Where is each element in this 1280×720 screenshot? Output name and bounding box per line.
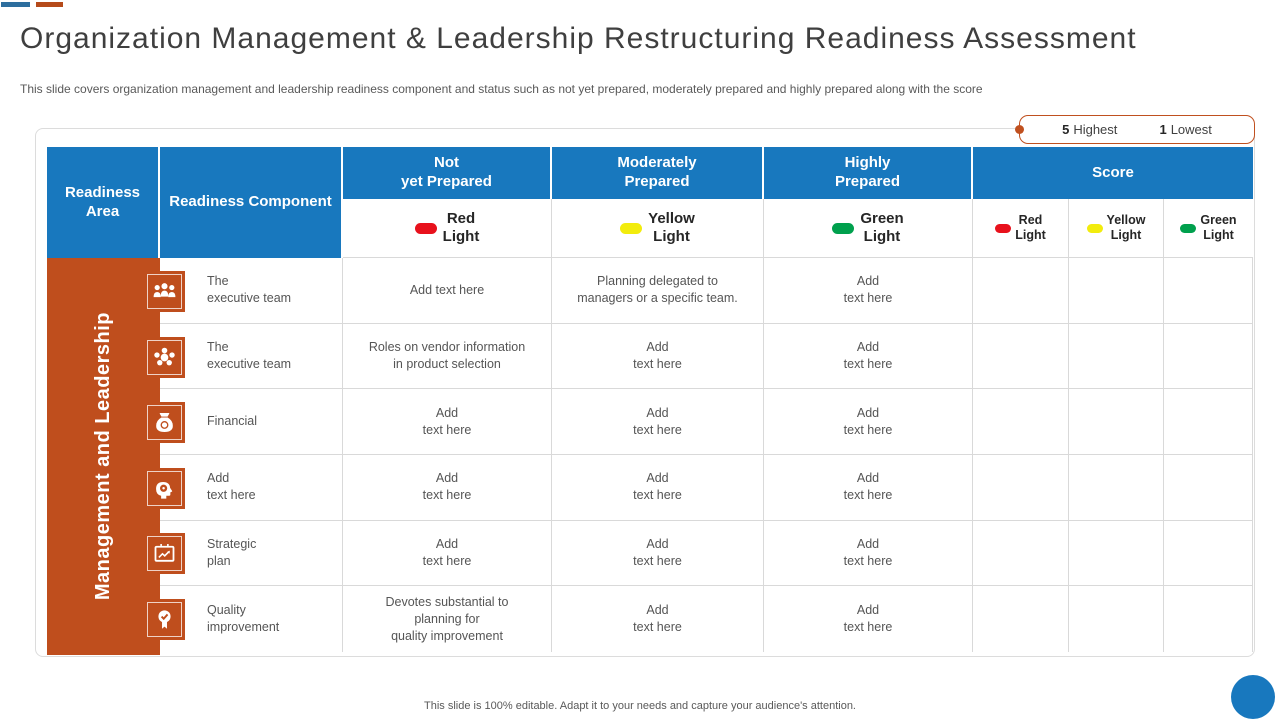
red-light-label: Red Light [442,210,480,245]
icon-frame [147,273,182,309]
not-yet-cell: Add text here [343,454,552,521]
moderately-cell: Add text here [552,586,764,652]
icon-frame [147,405,182,441]
subheader-score-green-light: Green Light [1164,199,1253,258]
not-yet-cell: Roles on vendor information in product s… [343,323,552,390]
highly-cell: Add text here [764,389,973,455]
money-bag-icon [144,402,185,444]
moderately-cell: Add text here [552,454,764,521]
score-yellow-cell [1069,454,1164,521]
legend-high-value: 5 [1062,122,1070,137]
highly-cell: Add text here [764,454,973,521]
score-green-cell [1164,586,1253,652]
icon-frame [147,602,182,637]
red-light-icon [995,223,1012,233]
score-red-cell [973,586,1069,652]
icon-frame [147,339,182,375]
table-body: Management and Leadership The executive … [47,258,1253,655]
yellow-light-label: Yellow Light [648,210,695,245]
score-legend: 5 Highest 1 Lowest [1015,115,1255,144]
green-light-icon [832,222,855,234]
strategy-board-icon [144,533,185,575]
score-red-light-label: Red Light [1015,213,1046,242]
highly-cell: Add text here [764,520,973,587]
green-light-label: Green Light [860,210,904,245]
score-green-cell [1164,323,1253,390]
table-header: Readiness Area Readiness Component Not y… [47,147,1253,258]
mind-gear-icon [144,467,185,509]
header-readiness-component: Readiness Component [160,147,343,258]
yellow-light-icon [620,222,643,234]
collaboration-icon [144,336,185,378]
subheader-red-light: Red Light [343,199,552,258]
not-yet-cell: Add text here [343,389,552,455]
team-group-icon [144,270,185,312]
component-cell: Strategic plan [160,520,343,587]
readiness-table: Readiness Area Readiness Component Not y… [47,147,1253,655]
quality-medal-icon [144,599,185,640]
legend-low-label: Lowest [1170,122,1212,137]
legend-low-value: 1 [1159,122,1167,137]
slide-subtitle: This slide covers organization managemen… [20,82,983,96]
score-yellow-cell [1069,258,1164,324]
accent-bar-orange [36,2,63,7]
icon-frame [147,470,182,506]
header-not-yet-prepared: Not yet Prepared [343,147,552,199]
content-frame [35,128,1255,657]
component-cell: The executive team [160,323,343,390]
moderately-cell: Planning delegated to managers or a spec… [552,258,764,324]
score-red-cell [973,258,1069,324]
score-green-light-label: Green Light [1200,213,1237,242]
not-yet-cell: Devotes substantial to planning for qual… [343,586,552,652]
green-light-icon [1180,223,1197,233]
component-cell: Financial [160,389,343,455]
component-cell: The executive team [160,258,343,324]
header-highly-prepared: Highly Prepared [764,147,973,199]
score-yellow-light-label: Yellow Light [1106,213,1146,242]
slide-footer-note: This slide is 100% editable. Adapt it to… [424,700,856,712]
corner-circle-decoration [1231,675,1275,719]
not-yet-cell: Add text here [343,520,552,587]
moderately-cell: Add text here [552,323,764,390]
header-readiness-area: Readiness Area [47,147,160,258]
moderately-cell: Add text here [552,520,764,587]
score-green-cell [1164,520,1253,587]
legend-highest: 5 Highest [1062,122,1117,137]
legend-lowest: 1 Lowest [1159,122,1211,137]
moderately-cell: Add text here [552,389,764,455]
component-cell: Add text here [160,454,343,521]
icon-frame [147,536,182,572]
legend-high-label: Highest [1073,122,1118,137]
score-yellow-cell [1069,323,1164,390]
score-green-cell [1164,389,1253,455]
subheader-green-light: Green Light [764,199,973,258]
component-cell: Quality improvement [160,586,343,652]
not-yet-cell: Add text here [343,258,552,324]
red-light-icon [414,222,437,234]
score-red-cell [973,454,1069,521]
legend-connector-dot [1015,125,1024,134]
score-green-cell [1164,454,1253,521]
subheader-score-yellow-light: Yellow Light [1069,199,1164,258]
header-score: Score [973,147,1253,199]
header-moderately-prepared: Moderately Prepared [552,147,764,199]
subheader-score-red-light: Red Light [973,199,1069,258]
score-yellow-cell [1069,389,1164,455]
score-yellow-cell [1069,520,1164,587]
page-title: Organization Management & Leadership Res… [20,22,1137,55]
score-green-cell [1164,258,1253,324]
readiness-area-label: Management and Leadership [92,312,114,601]
yellow-light-icon [1086,223,1103,233]
score-red-cell [973,323,1069,390]
highly-cell: Add text here [764,323,973,390]
readiness-area-band: Management and Leadership [47,258,160,655]
score-red-cell [973,389,1069,455]
highly-cell: Add text here [764,586,973,652]
subheader-yellow-light: Yellow Light [552,199,764,258]
score-red-cell [973,520,1069,587]
highly-cell: Add text here [764,258,973,324]
score-yellow-cell [1069,586,1164,652]
accent-bar-blue [1,2,30,7]
